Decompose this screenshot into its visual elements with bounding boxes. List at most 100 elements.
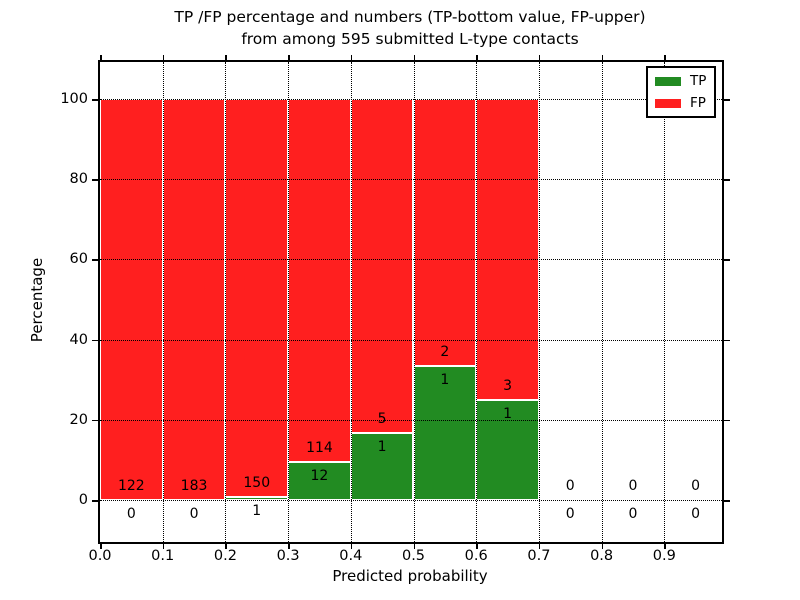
x-tick-bottom: [476, 544, 478, 549]
fp-count-label: 122: [117, 478, 145, 494]
tp-count-label: 1: [503, 405, 513, 422]
x-tick-label: 0.0: [88, 548, 112, 564]
fp-bar-segment: [100, 99, 163, 500]
y-tick-left: [92, 500, 98, 502]
legend-item-fp: FP: [648, 94, 714, 111]
vertical-gridline: [288, 62, 290, 542]
y-tick-left: [92, 419, 98, 422]
y-tick-right: [724, 99, 730, 101]
x-tick-bottom: [601, 544, 604, 549]
vertical-gridline: [225, 62, 227, 542]
tp-count-label: 0: [565, 506, 575, 522]
plot-inner: 122 0 183 0 150 1 114 12 5 1 2 1 3 1 0 0 0 0 0 0: [100, 62, 722, 542]
vertical-gridline: [476, 62, 478, 542]
x-tick-bottom: [225, 544, 227, 549]
x-tick-top: [538, 55, 541, 60]
chart-title: TP /FP percentage and numbers (TP-bottom…: [99, 6, 721, 50]
tp-count-label: 0: [628, 506, 638, 522]
fp-bar-segment: [476, 99, 539, 400]
x-tick-top: [476, 55, 478, 60]
horizontal-gridline: [100, 259, 722, 261]
x-tick-bottom: [162, 544, 165, 549]
horizontal-gridline: [100, 179, 722, 181]
x-tick-label: 0.8: [590, 548, 614, 564]
y-axis-label: Percentage: [28, 257, 46, 343]
tp-bar-segment: [288, 461, 351, 500]
fp-color-swatch: [655, 98, 681, 108]
vertical-gridline: [413, 62, 415, 542]
tp-count-label: 0: [126, 506, 136, 522]
fp-bar-segment: [350, 99, 414, 434]
y-tick-label: 100: [60, 91, 88, 107]
x-tick-top: [350, 55, 353, 60]
legend-label-tp: TP: [690, 72, 707, 89]
x-tick-top: [288, 55, 290, 60]
x-tick-top: [100, 55, 102, 60]
x-tick-label: 0.4: [339, 548, 363, 564]
vertical-gridline: [664, 62, 666, 542]
x-tick-bottom: [288, 544, 290, 549]
fp-count-label: 183: [180, 478, 208, 494]
plot-area: 122 0 183 0 150 1 114 12 5 1 2 1 3 1 0 0 0 0 0 0 TP FP: [98, 60, 724, 544]
y-tick-label: 40: [69, 331, 88, 348]
tp-bar-segment: [413, 366, 477, 500]
y-tick-left: [92, 339, 98, 342]
fp-bar-segment: [162, 99, 226, 500]
fp-count-label: 0: [691, 478, 701, 494]
y-tick-label: 60: [69, 251, 88, 268]
x-tick-top: [162, 55, 165, 60]
y-tick-left: [92, 179, 98, 181]
fp-count-label: 2: [440, 344, 450, 361]
x-tick-top: [601, 55, 604, 60]
fp-count-label: 114: [306, 439, 333, 456]
y-tick-label: 80: [69, 171, 88, 188]
y-tick-right: [724, 419, 730, 422]
fp-count-label: 5: [377, 411, 387, 428]
fp-count-label: 150: [243, 475, 271, 492]
fp-count-label: 0: [628, 478, 638, 494]
x-tick-bottom: [350, 544, 353, 549]
tp-count-label: 0: [691, 506, 701, 522]
tp-count-label: 1: [252, 503, 262, 520]
fp-bar-segment: [413, 99, 477, 367]
chart-title-line2: from among 595 submitted L-type contacts: [241, 30, 579, 48]
y-tick-left: [92, 99, 98, 101]
vertical-gridline: [538, 62, 540, 542]
x-tick-top: [413, 55, 415, 60]
legend-item-tp: TP: [648, 72, 714, 89]
horizontal-gridline: [100, 500, 722, 501]
y-tick-right: [724, 339, 730, 342]
tp-bar-segment: [476, 399, 539, 500]
x-tick-label: 0.2: [213, 548, 237, 564]
x-tick-label: 0.6: [464, 548, 488, 564]
horizontal-gridline: [100, 339, 722, 341]
x-tick-label: 0.5: [401, 548, 426, 564]
x-tick-top: [225, 55, 227, 60]
fp-bar-segment: [225, 99, 289, 498]
x-tick-label: 0.9: [652, 548, 676, 564]
fp-count-label: 0: [565, 478, 575, 494]
y-tick-right: [724, 500, 730, 502]
x-tick-label: 0.3: [276, 548, 300, 564]
fp-count-label: 3: [503, 377, 513, 394]
x-tick-top: [664, 55, 666, 60]
x-tick-bottom: [100, 544, 102, 549]
x-tick-label: 0.1: [151, 548, 175, 564]
tp-count-label: 12: [310, 467, 329, 484]
horizontal-gridline: [100, 419, 722, 421]
tp-count-label: 0: [189, 506, 199, 522]
y-tick-label: 0: [78, 492, 88, 508]
y-tick-right: [724, 259, 730, 261]
x-tick-bottom: [538, 544, 541, 549]
vertical-gridline: [350, 62, 352, 542]
legend-label-fp: FP: [690, 94, 706, 111]
fp-bar-segment: [288, 99, 351, 462]
tp-color-swatch: [655, 76, 681, 86]
horizontal-gridline: [100, 99, 722, 100]
y-tick-right: [724, 179, 730, 181]
tp-count-label: 1: [377, 439, 387, 456]
tp-count-label: 1: [440, 372, 450, 389]
y-tick-left: [92, 259, 98, 261]
vertical-gridline: [162, 62, 164, 542]
